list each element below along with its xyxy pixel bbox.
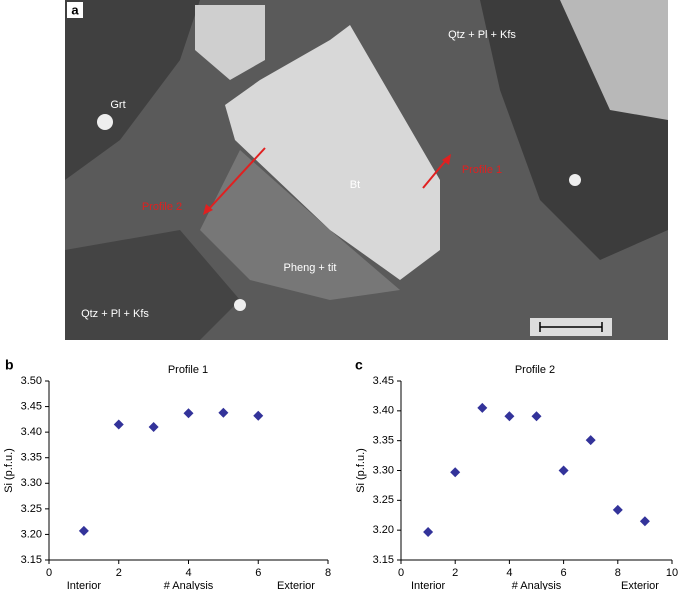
y-tick-label: 3.15 bbox=[373, 554, 394, 566]
data-point bbox=[113, 419, 124, 430]
bt-region bbox=[195, 5, 265, 80]
profile-label: Profile 2 bbox=[142, 201, 182, 213]
data-point bbox=[531, 411, 542, 422]
data-point bbox=[477, 402, 488, 413]
data-point bbox=[218, 407, 229, 418]
data-point bbox=[183, 408, 194, 419]
y-tick-label: 3.40 bbox=[21, 426, 42, 438]
profile-label: Profile 1 bbox=[462, 164, 502, 176]
x-tick-label: 6 bbox=[561, 567, 567, 579]
y-axis-label: Si (p.f.u.) bbox=[355, 448, 367, 493]
x-tick-label: 0 bbox=[46, 567, 52, 579]
y-tick-label: 3.20 bbox=[21, 528, 42, 540]
y-tick-label: 3.15 bbox=[21, 554, 42, 566]
dark-region bbox=[65, 230, 240, 340]
data-point bbox=[585, 435, 596, 446]
data-point bbox=[612, 504, 623, 515]
x-tick-label: 8 bbox=[325, 567, 331, 579]
x-note: Exterior bbox=[621, 580, 659, 590]
chart-title: Profile 1 bbox=[168, 364, 208, 376]
x-tick-label: 6 bbox=[255, 567, 261, 579]
x-tick-label: 0 bbox=[398, 567, 404, 579]
dark-region bbox=[65, 0, 200, 180]
y-tick-label: 3.25 bbox=[373, 494, 394, 506]
data-point bbox=[639, 516, 650, 527]
y-tick-label: 3.45 bbox=[373, 375, 394, 387]
mineral-label: Qtz + Pl + Kfs bbox=[81, 308, 149, 320]
y-tick-label: 3.35 bbox=[21, 452, 42, 464]
arrow-head bbox=[442, 154, 451, 165]
y-tick-label: 3.40 bbox=[373, 405, 394, 417]
y-tick-label: 3.35 bbox=[373, 435, 394, 447]
y-tick-label: 3.45 bbox=[21, 400, 42, 412]
data-point bbox=[78, 525, 89, 536]
garnet bbox=[234, 299, 246, 311]
panel-label-box bbox=[67, 2, 83, 18]
x-tick-label: 2 bbox=[452, 567, 458, 579]
y-axis-label: Si (p.f.u.) bbox=[3, 448, 15, 493]
data-point bbox=[423, 526, 434, 537]
panel-label: c bbox=[355, 357, 363, 373]
x-tick-label: 10 bbox=[666, 567, 678, 579]
x-tick-label: 4 bbox=[506, 567, 512, 579]
mineral-label: Bt bbox=[350, 179, 360, 191]
mineral-label: Qtz + Pl + Kfs bbox=[448, 29, 516, 41]
x-tick-label: 4 bbox=[185, 567, 191, 579]
y-tick-label: 3.25 bbox=[21, 503, 42, 515]
data-point bbox=[450, 467, 461, 478]
mineral-label: Pheng + tit bbox=[284, 262, 337, 274]
x-axis-label: # Analysis bbox=[164, 580, 214, 590]
garnet bbox=[97, 114, 113, 130]
bt-region bbox=[225, 25, 440, 280]
x-tick-label: 2 bbox=[116, 567, 122, 579]
mineral-label: Grt bbox=[110, 99, 125, 111]
y-tick-label: 3.30 bbox=[373, 464, 394, 476]
x-tick-label: 8 bbox=[615, 567, 621, 579]
chart-title: Profile 2 bbox=[515, 364, 555, 376]
panel-label: b bbox=[5, 357, 14, 373]
panel-label: a bbox=[71, 2, 79, 17]
y-tick-label: 3.20 bbox=[373, 524, 394, 536]
x-note: Interior bbox=[411, 580, 446, 590]
profile-arrow bbox=[206, 147, 266, 212]
arrow-head bbox=[203, 204, 213, 215]
micrograph: a Grt Qtz + Pl + Kfs Bt Profile 1 Profil… bbox=[65, 0, 668, 340]
y-tick-label: 3.30 bbox=[21, 477, 42, 489]
garnet bbox=[569, 174, 581, 186]
data-point bbox=[504, 411, 515, 422]
x-note: Interior bbox=[67, 580, 102, 590]
data-point bbox=[148, 422, 159, 433]
data-point bbox=[558, 465, 569, 476]
profile-arrow bbox=[422, 158, 448, 189]
y-tick-label: 3.50 bbox=[21, 375, 42, 387]
data-point bbox=[253, 410, 264, 421]
pheng-region bbox=[200, 150, 400, 300]
x-axis-label: # Analysis bbox=[512, 580, 562, 590]
light-region bbox=[560, 0, 668, 120]
x-note: Exterior bbox=[277, 580, 315, 590]
